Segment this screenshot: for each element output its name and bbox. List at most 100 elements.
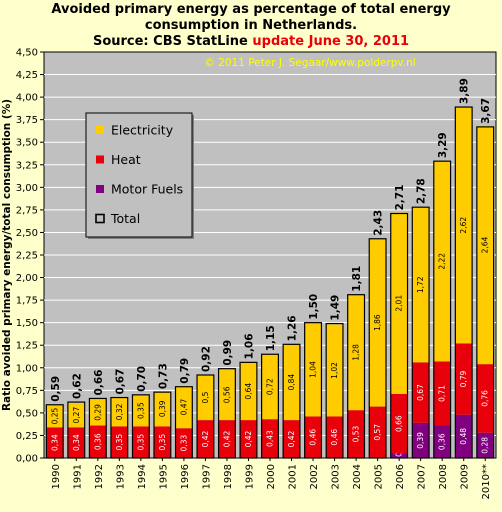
total-value-label: 0,73 <box>157 363 169 389</box>
segment-value-label: 0,27 <box>72 407 81 424</box>
bar-1999: 0,42 0,64 1,06 <box>239 333 258 459</box>
segment-value-label: 0,33 <box>179 435 188 452</box>
total-value-label: 0,62 <box>71 373 83 399</box>
segment-value-label: 1,86 <box>373 314 382 331</box>
bar-1990: 0,34 0,25 0,59 <box>45 376 64 459</box>
y-tick-label: 1,25 <box>16 341 38 352</box>
legend-label: Heat <box>111 152 141 167</box>
segment-value-label: 0,05 <box>395 447 404 464</box>
segment-value-label: 0,48 <box>459 428 468 445</box>
x-tick-label: 1999 <box>244 464 255 489</box>
bar-segment-electricity <box>110 397 128 427</box>
bar-segment-electricity <box>433 161 451 362</box>
total-value-label: 2,43 <box>373 210 385 236</box>
y-tick-label: 3,50 <box>16 138 38 149</box>
segment-value-label: 1,02 <box>330 362 339 379</box>
x-tick-label: 1993 <box>115 464 126 489</box>
segment-value-label: 0,72 <box>266 378 275 395</box>
bar-1996: 0,33 0,47 0,79 <box>174 358 193 459</box>
segment-value-label: 0,46 <box>309 429 318 446</box>
x-tick-label: 1995 <box>158 464 169 489</box>
bar-segment-electricity <box>175 385 193 429</box>
bar-segment-heat <box>67 427 85 458</box>
bar-segment-electricity <box>347 294 365 411</box>
bar-segment-electricity <box>153 391 171 427</box>
segment-value-label: 0,39 <box>158 400 167 417</box>
bar-segment-heat <box>369 406 387 458</box>
bar-segment-electricity <box>412 207 430 363</box>
bar-segment-heat <box>197 420 214 458</box>
y-tick-label: 2,75 <box>16 205 38 216</box>
segment-value-label: 0,35 <box>115 434 124 451</box>
x-tick-label: 1994 <box>137 464 148 489</box>
bar-segment-heat <box>390 393 408 454</box>
total-value-label: 0,79 <box>179 358 191 384</box>
legend-swatch <box>96 126 104 134</box>
segment-value-label: 2,01 <box>395 295 404 312</box>
x-tick-label: 1996 <box>180 464 191 489</box>
bar-segment-electricity <box>218 369 236 421</box>
y-tick-label: 3,00 <box>16 183 38 194</box>
x-tick-label: 2010** <box>481 464 492 499</box>
y-axis-label: Ratio avoided primary energy/total consu… <box>1 99 13 411</box>
x-tick-label: 1991 <box>72 464 83 489</box>
title-source: Source: CBS StatLine <box>92 34 253 49</box>
total-value-label: 1,81 <box>351 266 363 292</box>
legend-swatch <box>96 155 104 164</box>
bar-1992: 0,36 0,29 0,66 <box>88 370 107 459</box>
segment-value-label: 0,42 <box>244 430 253 447</box>
segment-value-label: 0,42 <box>222 430 231 447</box>
x-tick-label: 2003 <box>331 464 342 489</box>
bar-segment-heat <box>132 426 150 458</box>
bar-segment-heat <box>347 410 365 458</box>
segment-value-label: 2,64 <box>481 236 490 253</box>
x-tick-label: 2005 <box>374 464 385 489</box>
segment-value-label: 0,84 <box>287 374 296 391</box>
segment-value-label: 0,46 <box>330 429 339 446</box>
x-tick-label: 2001 <box>288 464 299 489</box>
bar-segment-motor-fuels <box>476 432 494 458</box>
y-tick-label: 3,25 <box>16 160 38 171</box>
total-value-label: 0,67 <box>114 369 126 395</box>
y-tick-label: 4,50 <box>16 48 38 59</box>
bar-segment-motor-fuels <box>412 422 430 458</box>
segment-value-label: 0,32 <box>115 403 124 420</box>
segment-value-label: 2,22 <box>438 253 447 270</box>
segment-value-label: 0,5 <box>201 391 210 403</box>
bar-segment-electricity <box>369 238 387 407</box>
total-value-label: 0,92 <box>200 346 212 372</box>
segment-value-label: 0,29 <box>93 404 102 421</box>
legend-label: Total <box>110 211 140 226</box>
x-tick-label: 1997 <box>201 464 212 489</box>
bar-2009: 0,48 0,79 2,62 3,89 <box>454 78 473 459</box>
segment-value-label: 0,36 <box>438 433 447 450</box>
y-tick-label: 1,75 <box>16 296 38 307</box>
total-value-label: 2,71 <box>394 185 406 211</box>
x-tick-label: 2002 <box>309 464 320 489</box>
title-line-2: consumption in Netherlands. <box>144 18 358 33</box>
legend-label: Motor Fuels <box>111 182 183 197</box>
bar-segment-heat <box>175 428 193 458</box>
segment-value-label: 2,62 <box>459 217 468 234</box>
y-tick-label: 0,75 <box>16 386 38 397</box>
x-tick-label: 1992 <box>94 464 105 489</box>
title-line-3: Source: CBS StatLine update June 30, 201… <box>0 34 502 50</box>
bar-segment-electricity <box>67 402 85 428</box>
x-tick-label: 1990 <box>51 464 62 489</box>
y-tick-label: 1,50 <box>16 318 38 329</box>
y-tick-label: 0,25 <box>16 431 38 442</box>
bar-2000: 0,43 0,72 1,15 <box>261 325 279 459</box>
segment-value-label: 0,43 <box>266 430 275 447</box>
bar-segment-heat <box>455 343 473 415</box>
legend: Electricity Heat Motor Fuels Total <box>85 112 194 239</box>
bar-segment-motor-fuels <box>455 414 473 458</box>
total-value-label: 0,99 <box>222 340 234 366</box>
bar-segment-electricity <box>283 344 300 421</box>
y-tick-label: 0,50 <box>16 408 38 419</box>
bar-segment-heat <box>326 416 343 458</box>
segment-value-label: 0,39 <box>416 432 425 449</box>
y-tick-label: 2,50 <box>16 228 38 239</box>
segment-value-label: 1,72 <box>416 276 425 293</box>
segment-value-label: 0,79 <box>459 370 468 387</box>
